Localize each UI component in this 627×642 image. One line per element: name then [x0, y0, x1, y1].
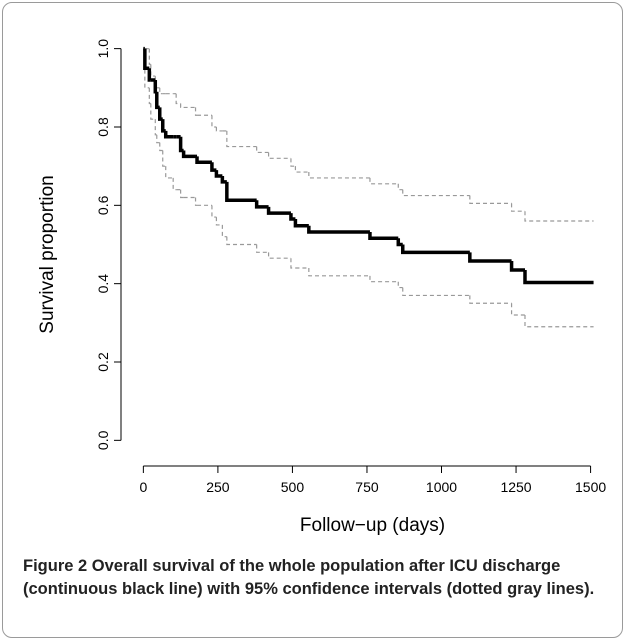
step-segment: [210, 162, 217, 172]
step-segment: [293, 219, 309, 228]
step-segment: [165, 166, 174, 179]
step-segment: [181, 150, 196, 159]
step-segment: [144, 48, 150, 89]
step-segment: [211, 115, 217, 128]
step-segment: [159, 87, 163, 95]
step-segment: [469, 195, 512, 204]
step-segment: [226, 130, 257, 148]
x-tick-label: 500: [281, 479, 305, 495]
step-segment: [510, 303, 525, 316]
x-tick-label: 1250: [500, 479, 531, 495]
x-tick-label: 0: [139, 479, 147, 495]
x-tick-label: 250: [206, 479, 230, 495]
y-tick-label: 0.6: [95, 195, 111, 215]
series: [143, 46, 594, 285]
y-tick-label: 1.0: [95, 39, 111, 59]
step-segment: [396, 238, 403, 247]
step-segment: [256, 244, 269, 253]
step-segment: [215, 217, 223, 226]
step-segment: [163, 130, 174, 139]
step-segment: [153, 80, 158, 94]
caption-text: Overall survival of the whole population…: [23, 557, 595, 598]
step-segment: [211, 205, 217, 218]
step-segment: [155, 91, 160, 110]
step-segment: [221, 224, 227, 238]
step-segment: [150, 64, 156, 77]
y-axis-title: Survival proportion: [37, 175, 58, 333]
step-segment: [308, 268, 370, 277]
step-segment: [469, 295, 512, 304]
step-segment: [524, 211, 594, 222]
step-segment: [402, 287, 470, 297]
step-segment: [220, 175, 227, 184]
step-segment: [194, 107, 198, 116]
step-segment: [402, 189, 470, 197]
step-segment: [195, 156, 212, 164]
x-tick-label: 1000: [426, 479, 457, 495]
y-tick-label: 0.4: [95, 274, 111, 294]
step-segment: [369, 275, 399, 283]
step-segment: [267, 252, 291, 259]
step-segment: [468, 252, 512, 263]
step-segment: [523, 269, 594, 285]
x-axis-title: Follow−up (days): [300, 515, 445, 536]
y-tick-label: 0.0: [95, 430, 111, 450]
step-segment: [308, 172, 370, 179]
step-segment: [307, 225, 370, 234]
y-tick-label: 0.2: [95, 352, 111, 372]
chart: 0.0 0.2 0.4 0.6 0.8 1.0 0 250 500 750 1000 1250 1500…: [37, 39, 606, 536]
series: [143, 48, 594, 328]
step-segment: [289, 213, 296, 221]
step-segment: [158, 107, 163, 121]
step-segment: [194, 197, 198, 206]
step-segment: [160, 119, 166, 133]
caption: Figure 2 Overall survival of the whole p…: [23, 555, 613, 601]
x-tick-label: 1500: [575, 479, 606, 495]
step-segment: [180, 189, 184, 199]
x-tick-label: 750: [355, 479, 379, 495]
step-segment: [524, 315, 594, 328]
step-segment: [397, 281, 403, 289]
step-segment: [159, 142, 163, 152]
step-segment: [215, 127, 223, 132]
step-segment: [148, 87, 151, 105]
step-segment: [509, 260, 525, 272]
step-segment: [143, 48, 150, 70]
step-segment: [180, 103, 184, 109]
step-segment: [397, 183, 403, 191]
step-segment: [147, 68, 152, 82]
step-segment: [290, 158, 296, 167]
step-segment: [214, 170, 223, 178]
step-segment: [369, 177, 399, 185]
step-segment: [267, 152, 291, 159]
step-segment: [256, 146, 269, 154]
step-segment: [150, 103, 156, 120]
step-segment: [368, 231, 399, 240]
step-segment: [254, 200, 269, 209]
step-segment: [156, 134, 160, 144]
step-segment: [154, 119, 157, 136]
step-segment: [175, 93, 181, 105]
step-segment: [294, 166, 309, 173]
step-segment: [226, 236, 257, 246]
step-segment: [148, 48, 151, 65]
step-segment: [510, 203, 525, 212]
step-segment: [290, 258, 296, 269]
step-segment: [401, 244, 470, 255]
caption-label: Figure 2: [23, 557, 88, 575]
step-segment: [162, 150, 166, 167]
step-segment: [266, 206, 291, 215]
step-segment: [172, 177, 177, 191]
series: [143, 48, 594, 222]
step-segment: [178, 136, 184, 153]
step-segment: [225, 181, 257, 202]
y-tick-label: 0.8: [95, 117, 111, 137]
